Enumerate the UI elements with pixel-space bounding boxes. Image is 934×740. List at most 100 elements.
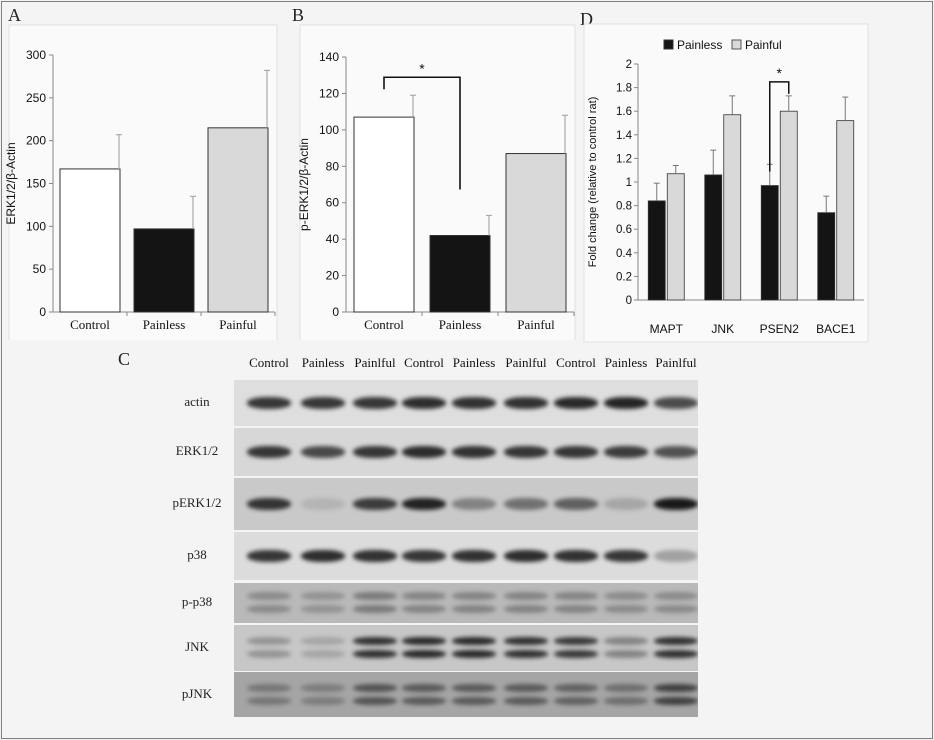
lane-label: Painlful <box>505 355 547 370</box>
blot-band <box>452 605 496 613</box>
blot-band <box>452 498 496 510</box>
blot-strip <box>234 583 698 623</box>
blot-band <box>554 605 598 613</box>
blot-band <box>654 650 698 658</box>
blot-band <box>604 650 648 658</box>
blot-strip <box>234 625 698 671</box>
x-tick-label: MAPT <box>650 322 684 336</box>
lane-label: Painlful <box>655 355 697 370</box>
chart-fold-change: 0 0.2 0.4 0.6 0.8 1 1.2 1.4 1.6 1.8 2 MAPT JNK PSEN2 *… <box>583 23 869 343</box>
blot-row-label: pJNK <box>181 685 213 701</box>
y-axis-label: p-ERK1/2/β-Actin <box>297 138 311 231</box>
bar <box>133 228 195 313</box>
blot-band <box>604 550 648 562</box>
panel-label-a: A <box>8 5 21 25</box>
blot-band <box>301 605 345 613</box>
blot-band <box>301 592 345 600</box>
blot-band <box>353 592 397 600</box>
blot-band <box>247 605 291 613</box>
blot-band <box>301 650 345 658</box>
significance-bracket <box>769 81 790 172</box>
blot-band <box>654 446 698 458</box>
blot-band <box>353 696 397 705</box>
y-tick-label: 1 <box>626 177 632 189</box>
lane-label: Painless <box>604 355 648 370</box>
legend-swatch-painless <box>663 39 674 50</box>
blot-band <box>554 592 598 600</box>
y-tick-label: 0.4 <box>616 248 633 260</box>
blot-strip <box>234 478 698 530</box>
y-tick-label: 1.4 <box>616 130 633 142</box>
lane-label: Painless <box>301 355 345 370</box>
blot-band <box>301 683 345 692</box>
y-tick-label: 200 <box>26 134 46 148</box>
y-tick-label: 0 <box>626 295 632 307</box>
blot-band <box>604 696 648 705</box>
blot-band <box>604 637 648 645</box>
y-tick-label: 80 <box>326 159 340 173</box>
blot-band <box>402 650 446 658</box>
x-tick-label: BACE1 <box>816 322 856 336</box>
blot-band <box>402 550 446 562</box>
lane-label: Painlful <box>354 355 396 370</box>
blot-band <box>504 696 548 705</box>
y-tick-label: 250 <box>26 91 46 105</box>
blot-band <box>504 550 548 562</box>
legend-label-painless: Painless <box>677 38 722 52</box>
bar <box>704 174 723 301</box>
blot-band <box>452 683 496 692</box>
blot-band <box>554 397 598 409</box>
blot-band <box>353 683 397 692</box>
blot-band <box>301 397 345 409</box>
blot-band <box>247 592 291 600</box>
blot-band <box>353 650 397 658</box>
significance-bracket <box>383 76 461 190</box>
blot-band <box>654 683 698 692</box>
blot-band <box>654 605 698 613</box>
lane-label: Control <box>556 355 596 370</box>
x-tick-label: Painless <box>143 317 186 332</box>
y-tick-label: 2 <box>626 59 632 71</box>
blot-band <box>604 605 648 613</box>
blot-band <box>301 637 345 645</box>
y-tick-label: 0.2 <box>616 271 632 283</box>
blot-band <box>654 592 698 600</box>
panel-label-c: C <box>118 349 131 369</box>
bar <box>647 200 666 301</box>
blot-row-label: JNK <box>185 639 209 654</box>
blot-band <box>301 446 345 458</box>
blot-band <box>247 498 291 510</box>
blot-band <box>554 446 598 458</box>
bar <box>760 185 779 301</box>
blot-band <box>604 683 648 692</box>
y-tick-label: 300 <box>26 48 46 62</box>
blot-strip <box>234 428 698 476</box>
lane-label: Control <box>249 355 289 370</box>
blot-band <box>452 637 496 645</box>
significance-marker: * <box>419 60 425 76</box>
panel-label-b: B <box>292 5 305 25</box>
blot-band <box>554 550 598 562</box>
blot-band <box>402 637 446 645</box>
bar <box>505 153 567 313</box>
blot-band <box>504 397 548 409</box>
y-tick-label: 1.8 <box>616 83 632 95</box>
y-tick-label: 0.6 <box>616 224 632 236</box>
bar <box>817 212 836 301</box>
x-tick-label: PSEN2 <box>760 322 800 336</box>
blot-band <box>504 683 548 692</box>
blot-band <box>247 446 291 458</box>
blot-band <box>402 696 446 705</box>
x-tick-label: Painless <box>439 317 482 332</box>
blot-band <box>604 498 648 510</box>
chart-perk-ratio: 0 20 40 60 80 100 120 140 Control Painless Painful… <box>297 24 576 340</box>
blot-band <box>402 592 446 600</box>
significance-marker: * <box>777 65 783 81</box>
blot-band <box>504 446 548 458</box>
blot-band <box>452 592 496 600</box>
blot-band <box>452 650 496 658</box>
blot-band <box>402 397 446 409</box>
blot-band <box>504 498 548 510</box>
blot-strip <box>234 532 698 580</box>
blot-band <box>247 650 291 658</box>
